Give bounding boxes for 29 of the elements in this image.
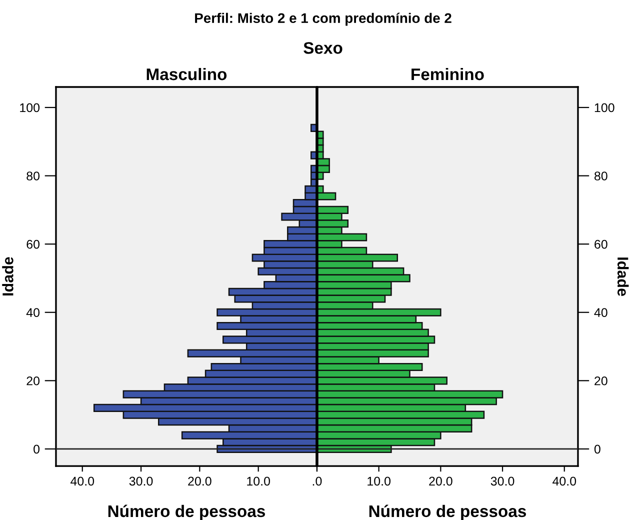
y-tick-label: 20 bbox=[594, 376, 608, 386]
x-tick-label: 20.0 bbox=[188, 476, 212, 486]
x-tick-label: 40.0 bbox=[552, 476, 576, 486]
x-tick-label: 30.0 bbox=[490, 476, 514, 486]
x-tick-label: 40.0 bbox=[70, 476, 94, 486]
y-tick-label: 40 bbox=[26, 308, 40, 318]
y-tick-label: 40 bbox=[594, 308, 608, 318]
chart-title: Masculino bbox=[146, 68, 227, 80]
y-tick-label: 100 bbox=[20, 103, 40, 112]
x-axis-title: Número de pessoas bbox=[108, 504, 265, 520]
y-tick-label: 80 bbox=[594, 172, 608, 180]
y-tick-label: 0 bbox=[594, 444, 600, 454]
x-tick-label: 10.0 bbox=[247, 476, 270, 486]
text: Perfil: Misto 2 e 1 com predomínio de 2 bbox=[195, 12, 452, 26]
y-tick-label: 60 bbox=[26, 240, 40, 249]
chart-title: Feminino bbox=[412, 68, 484, 80]
x-tick-label: 10.0 bbox=[368, 476, 390, 486]
x-axis-title: Número de pessoas bbox=[369, 504, 526, 520]
x-tick-label: 30.0 bbox=[129, 476, 153, 486]
x-tick-label: .0 bbox=[312, 476, 322, 486]
text: Sexo bbox=[304, 42, 342, 54]
y-tick-label: 20 bbox=[26, 376, 40, 386]
y-tick-label: 0 bbox=[34, 444, 40, 454]
y-tick-label: 100 bbox=[594, 103, 614, 112]
y-axis-title: Idade bbox=[2, 257, 14, 296]
y-tick-label: 60 bbox=[594, 240, 608, 249]
y-tick-label: 80 bbox=[26, 172, 40, 180]
x-tick-label: 20.0 bbox=[429, 476, 452, 486]
y-axis-title: Idade bbox=[617, 258, 629, 296]
